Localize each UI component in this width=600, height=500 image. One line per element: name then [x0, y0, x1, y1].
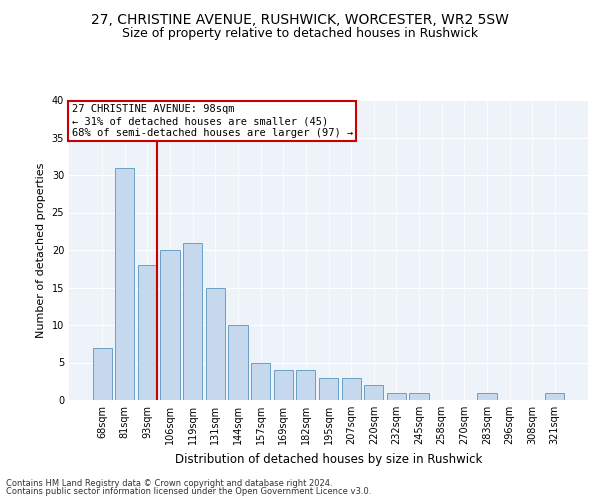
Text: 27, CHRISTINE AVENUE, RUSHWICK, WORCESTER, WR2 5SW: 27, CHRISTINE AVENUE, RUSHWICK, WORCESTE… — [91, 12, 509, 26]
Y-axis label: Number of detached properties: Number of detached properties — [36, 162, 46, 338]
Bar — [92, 348, 112, 400]
Bar — [160, 250, 180, 400]
X-axis label: Distribution of detached houses by size in Rushwick: Distribution of detached houses by size … — [175, 452, 482, 466]
Bar — [296, 370, 316, 400]
Bar — [206, 288, 225, 400]
Bar — [341, 378, 361, 400]
Bar — [251, 362, 270, 400]
Bar — [409, 392, 428, 400]
Bar — [319, 378, 338, 400]
Bar — [545, 392, 565, 400]
Text: 27 CHRISTINE AVENUE: 98sqm
← 31% of detached houses are smaller (45)
68% of semi: 27 CHRISTINE AVENUE: 98sqm ← 31% of deta… — [71, 104, 353, 138]
Bar — [138, 265, 157, 400]
Text: Contains public sector information licensed under the Open Government Licence v3: Contains public sector information licen… — [6, 487, 371, 496]
Bar — [387, 392, 406, 400]
Bar — [183, 242, 202, 400]
Text: Size of property relative to detached houses in Rushwick: Size of property relative to detached ho… — [122, 28, 478, 40]
Bar — [364, 385, 383, 400]
Text: Contains HM Land Registry data © Crown copyright and database right 2024.: Contains HM Land Registry data © Crown c… — [6, 478, 332, 488]
Bar — [477, 392, 497, 400]
Bar — [115, 168, 134, 400]
Bar — [229, 325, 248, 400]
Bar — [274, 370, 293, 400]
